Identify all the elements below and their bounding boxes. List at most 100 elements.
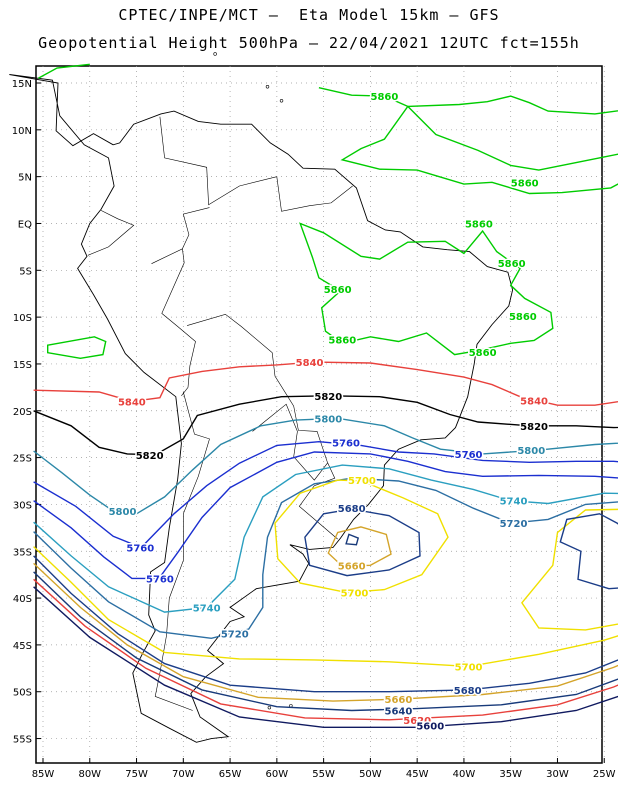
lon-label: 25W — [593, 769, 616, 780]
contour-5620 — [33, 578, 618, 721]
lon-label: 35W — [499, 769, 522, 780]
lon-label: 70W — [172, 769, 195, 780]
contour-5640 — [33, 571, 618, 712]
lon-label: 40W — [453, 769, 476, 780]
lat-label: 5N — [18, 173, 32, 184]
lat-label: 15S — [13, 360, 32, 371]
contour-label-5760: 5760 — [332, 439, 360, 450]
lon-label: 80W — [78, 769, 101, 780]
contour-label-5680: 5680 — [338, 504, 366, 515]
lon-label: 75W — [125, 769, 148, 780]
lon-label: 30W — [546, 769, 569, 780]
contour-label-5700: 5700 — [341, 588, 369, 599]
contour-label-5740: 5740 — [193, 603, 221, 614]
contour-label-5620: 5620 — [403, 716, 431, 727]
contour-label-5860: 5860 — [465, 219, 493, 230]
contour-label-5600: 5600 — [416, 721, 444, 732]
country-border — [151, 248, 196, 396]
contour-label-5800: 5800 — [517, 446, 545, 457]
contour-5680 — [559, 513, 618, 590]
lon-label: 55W — [312, 769, 335, 780]
contour-label-5820: 5820 — [520, 422, 548, 433]
contour-5860 — [407, 105, 618, 171]
lat-label: 10S — [13, 313, 32, 324]
lon-label: 85W — [32, 769, 55, 780]
contour-label-5860: 5860 — [328, 336, 356, 347]
contour-label-5860: 5860 — [370, 92, 398, 103]
lon-label: 50W — [359, 769, 382, 780]
lat-label: 30S — [13, 500, 32, 511]
island-outline — [265, 85, 270, 89]
contour-label-5680: 5680 — [454, 686, 482, 697]
contour-label-5660: 5660 — [385, 695, 413, 706]
contour-label-5700: 5700 — [348, 476, 376, 487]
contour-5680 — [304, 508, 421, 577]
map-frame — [35, 65, 603, 764]
contour-label-5840: 5840 — [118, 397, 146, 408]
contour-5640 — [345, 533, 360, 546]
country-border — [187, 313, 338, 540]
lat-label: 35S — [13, 547, 32, 558]
lat-label: 45S — [13, 641, 32, 652]
contour-5860 — [37, 63, 90, 79]
graticule-grid — [36, 66, 605, 763]
lon-label: 45W — [406, 769, 429, 780]
latitude-tick-labels: 15N 10N 5N EQ 5S 10S 15S 20S 25S 30S 35S 40S 45S 50S 5… — [12, 79, 32, 746]
lon-label: 60W — [266, 769, 289, 780]
contour-5820 — [33, 395, 618, 456]
contour-label-5840: 5840 — [296, 358, 324, 369]
lat-label: 55S — [13, 735, 32, 746]
lat-label: 40S — [13, 594, 32, 605]
contour-label-5860: 5860 — [511, 178, 539, 189]
contour-5860 — [47, 336, 107, 360]
contour-5700 — [521, 508, 618, 631]
figure-title-line2: Geopotential Height 500hPa – 22/04/2021 … — [38, 34, 580, 52]
contour-label-5660: 5660 — [338, 561, 366, 572]
country-border — [159, 116, 277, 206]
coastline-and-borders — [9, 52, 514, 743]
contour-label-5860: 5860 — [498, 259, 526, 270]
contour-5800 — [33, 417, 618, 515]
contour-5700 — [274, 479, 449, 594]
lat-label: 20S — [13, 407, 32, 418]
contour-label-5800: 5800 — [109, 507, 137, 518]
contour-5760 — [33, 440, 618, 549]
lat-label: 15N — [12, 79, 32, 90]
contour-5840 — [33, 361, 618, 406]
contour-5720 — [33, 477, 618, 640]
contour-label-5860: 5860 — [324, 285, 352, 296]
contour-label-5760: 5760 — [455, 450, 483, 461]
contour-label-5820: 5820 — [314, 392, 342, 403]
contour-label-5800: 5800 — [314, 414, 342, 425]
continent-outline — [9, 74, 514, 743]
contour-5860 — [318, 87, 618, 195]
lat-label: 10N — [12, 126, 32, 137]
lat-label: 50S — [13, 688, 32, 699]
country-border — [276, 176, 353, 212]
island-outline — [267, 705, 272, 710]
contour-5700 — [33, 546, 618, 668]
contour-label-5700: 5700 — [455, 662, 483, 673]
contour-label-5760: 5760 — [126, 544, 154, 555]
lat-label: 25S — [13, 454, 32, 465]
contour-lines — [33, 63, 618, 728]
contour-5860 — [299, 222, 554, 356]
figure-title-line1: CPTEC/INPE/MCT – Eta Model 15km – GFS — [118, 6, 500, 24]
contour-5860 — [407, 95, 618, 115]
contour-label-5860: 5860 — [509, 312, 537, 323]
contour-label-5840: 5840 — [520, 396, 548, 407]
country-border — [182, 207, 210, 249]
island-outline — [279, 99, 284, 103]
country-border — [87, 210, 135, 256]
contour-5660 — [33, 562, 618, 702]
contour-5660 — [327, 526, 392, 567]
contour-label-5860: 5860 — [469, 348, 497, 359]
contour-label-5740: 5740 — [500, 497, 528, 508]
longitude-tick-labels: 85W80W75W70W65W60W55W50W45W40W35W30W25W2… — [32, 769, 616, 780]
contour-label-5820: 5820 — [136, 451, 164, 462]
contour-label-5720: 5720 — [221, 630, 249, 641]
contour-5680 — [33, 555, 618, 693]
contour-5740 — [33, 464, 618, 613]
